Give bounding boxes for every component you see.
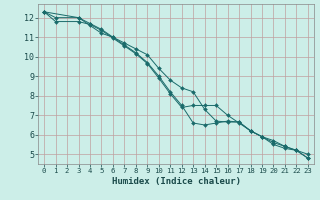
X-axis label: Humidex (Indice chaleur): Humidex (Indice chaleur) (111, 177, 241, 186)
